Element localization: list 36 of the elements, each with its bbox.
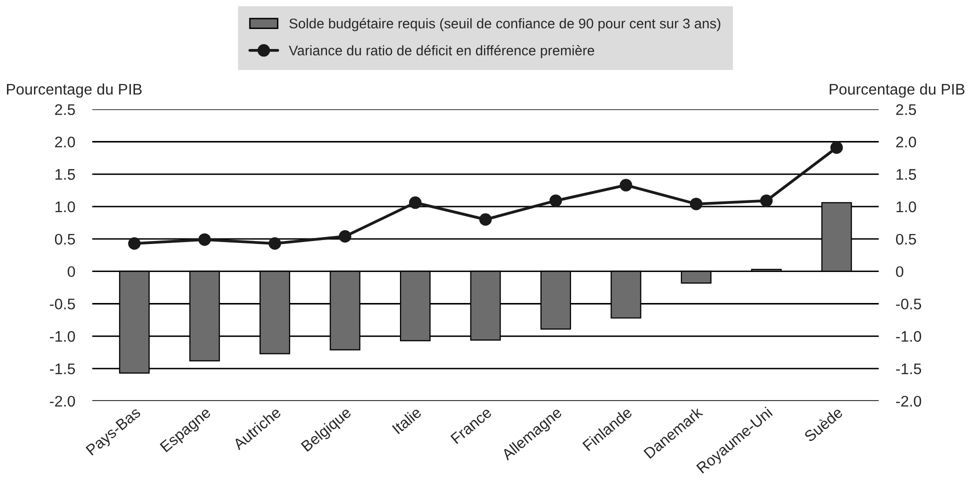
y-tick-label: 1.0 (56, 201, 75, 212)
point (479, 213, 492, 226)
y-tick-label: 2.5 (55, 104, 75, 116)
y2-tick-label: -1.0 (896, 331, 922, 342)
y-tick-label: 0 (68, 266, 75, 278)
point (409, 196, 422, 209)
y-axis-title: Pourcentage du PIB (6, 83, 142, 98)
point (549, 194, 562, 207)
y-tick-label: -1.5 (50, 364, 75, 374)
y-tick-label: -0.5 (50, 298, 75, 310)
y2-tick-label: 2.5 (896, 104, 916, 116)
y2-tick-label: 0.5 (896, 234, 916, 245)
y-tick-label: 1.5 (56, 169, 75, 180)
point (268, 237, 282, 250)
y2-axis-title: Pourcentage du PIB (830, 83, 964, 98)
legend-label: Variance du ratio de déficit en différence première (288, 45, 594, 58)
x-tick-label: Italie (392, 406, 422, 434)
y2-tick-label: 2.0 (896, 136, 916, 148)
legend-label: Solde budgétaire requis (seuil de confiance de 90 pour cent sur 3 ans) (289, 18, 720, 32)
y-tick-label: -1.0 (50, 331, 75, 342)
y2-tick-label: 1.0 (896, 201, 916, 212)
y2-tick-label: -1.5 (896, 364, 922, 374)
y-tick-label: 0.5 (54, 234, 75, 245)
point (690, 198, 702, 210)
y2-tick-label: 1.5 (896, 169, 916, 180)
point (198, 233, 211, 246)
y-tick-label: -2.0 (50, 396, 75, 407)
point (338, 230, 352, 243)
y2-tick-label: 0 (896, 266, 904, 278)
point (830, 141, 843, 154)
point (760, 194, 773, 207)
point (620, 178, 632, 192)
y2-tick-label: -2.0 (896, 396, 922, 407)
y2-tick-label: -0.5 (896, 298, 922, 310)
point (128, 237, 141, 250)
y-tick-label: 2.0 (55, 136, 75, 148)
